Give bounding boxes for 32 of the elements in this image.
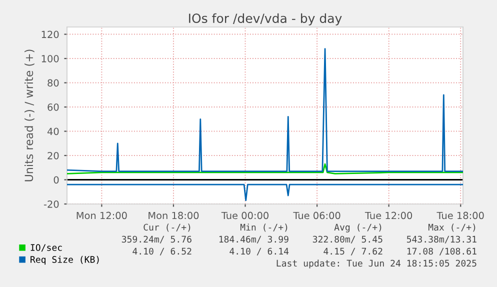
y-tick-label: 100 xyxy=(42,55,59,62)
text: 4.10 / 6.14 xyxy=(230,248,289,256)
y-tick-label: 120 xyxy=(42,30,59,38)
x-tick-label: Tue 12:00 xyxy=(364,212,412,220)
y-tick-label: 20 xyxy=(48,152,59,160)
text: 322.80m/ 5.45 xyxy=(312,236,382,244)
y-tick-label: 0 xyxy=(54,176,59,184)
y-tick-label: 60 xyxy=(48,103,59,111)
text: 17.08 /108.61 xyxy=(407,248,476,256)
text: Last update: Tue Jun 24 18:15:05 2025 xyxy=(276,260,476,268)
text: Avg (-/+) xyxy=(334,224,382,232)
chart-title: IOs for /dev/vda - by day xyxy=(189,13,342,26)
x-tick-label: Tue 00:00 xyxy=(221,212,268,220)
text: 4.15 / 7.62 xyxy=(324,248,382,256)
x-tick-label: Tue 06:00 xyxy=(293,212,340,220)
x-tick-label: Mon 18:00 xyxy=(148,212,199,220)
text: Cur (-/+) xyxy=(144,224,190,232)
y-axis-title: Units read (-) / write (+) xyxy=(24,50,34,182)
x-tick-label: Tue 18:00 xyxy=(436,212,484,220)
text: Max (-/+) xyxy=(428,224,476,232)
y-tick-label: 40 xyxy=(47,128,59,136)
text: 184.46m/ 3.99 xyxy=(219,236,288,244)
legend-label: Req Size (KB) xyxy=(30,256,99,265)
text: 359.24m/ 5.76 xyxy=(122,236,192,244)
text: Min (-/+) xyxy=(240,224,288,232)
line-series xyxy=(67,48,463,172)
y-tick-label: -20 xyxy=(44,200,59,208)
legend-label: IO/sec xyxy=(30,244,62,252)
x-tick-label: Mon 12:00 xyxy=(76,212,127,220)
text: 4.10 / 6.52 xyxy=(132,248,192,256)
text: 543.38m/13.31 xyxy=(406,236,476,244)
y-tick-label: 80 xyxy=(48,79,59,87)
